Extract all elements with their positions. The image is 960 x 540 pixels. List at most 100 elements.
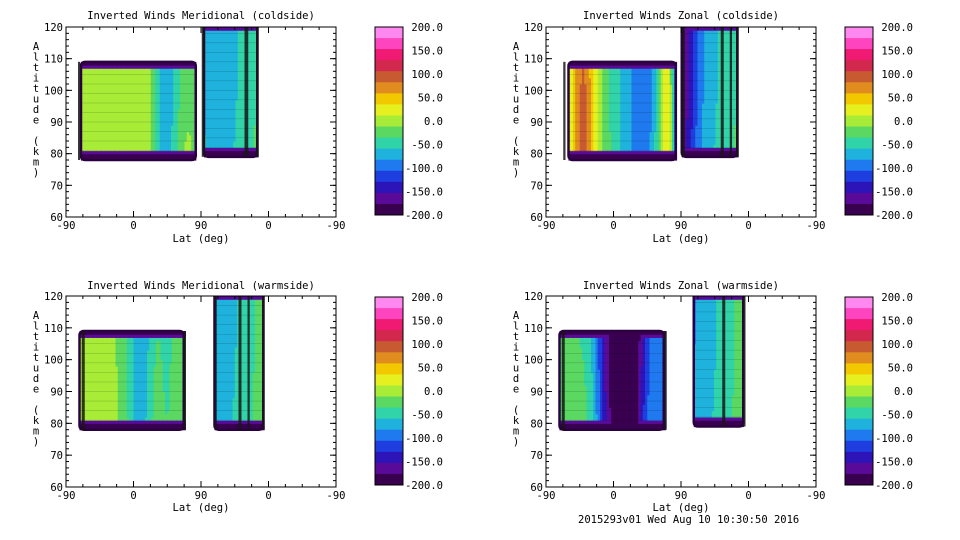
data-cell — [213, 96, 216, 101]
data-cell — [139, 77, 143, 82]
data-cell — [582, 71, 585, 76]
data-cell — [697, 106, 701, 110]
data-cell — [633, 147, 637, 152]
data-cell — [85, 156, 89, 161]
data-cell — [584, 128, 588, 133]
data-cell — [615, 125, 619, 129]
data-cell — [622, 156, 626, 161]
data-cell — [83, 71, 87, 76]
data-cell — [105, 147, 109, 152]
data-cell — [579, 93, 583, 98]
data-cell — [137, 147, 141, 152]
data-cell — [177, 147, 181, 152]
data-cell — [206, 137, 210, 142]
data-cell — [613, 80, 617, 85]
data-cell — [697, 90, 701, 95]
data-cell — [87, 150, 91, 155]
data-cell — [699, 131, 703, 136]
data-cell — [182, 61, 186, 66]
data-cell — [609, 134, 612, 139]
data-cell — [182, 103, 186, 107]
data-cell — [112, 150, 116, 155]
data-cell — [622, 134, 626, 139]
data-cell — [640, 150, 644, 155]
data-cell — [627, 115, 630, 120]
data-cell — [645, 122, 648, 126]
data-cell — [629, 112, 633, 117]
data-cell — [191, 65, 195, 69]
data-cell — [101, 68, 105, 72]
data-cell — [123, 71, 127, 76]
data-cell — [253, 65, 257, 69]
data-cell — [669, 87, 673, 91]
data-cell — [591, 80, 594, 85]
data-cell — [182, 144, 186, 148]
data-cell — [713, 134, 717, 139]
data-cell — [182, 115, 186, 120]
data-cell — [146, 90, 150, 95]
data-cell — [715, 68, 719, 72]
data-cell — [573, 118, 576, 123]
data-cell — [695, 68, 699, 72]
data-cell — [633, 87, 637, 91]
data-cell — [575, 103, 579, 107]
data-cell — [624, 68, 628, 72]
data-cell — [132, 122, 136, 126]
data-cell — [235, 103, 239, 107]
data-cell — [713, 52, 717, 57]
data-cell — [177, 99, 181, 104]
data-cell — [105, 153, 109, 158]
data-cell — [235, 74, 239, 79]
data-cell — [240, 128, 243, 133]
data-cell — [119, 147, 123, 152]
data-cell — [711, 141, 714, 145]
data-cell — [665, 68, 669, 72]
data-cell — [146, 128, 150, 133]
data-cell — [101, 93, 105, 98]
data-cell — [690, 58, 694, 63]
data-cell — [695, 109, 699, 114]
data-cell — [237, 42, 241, 47]
data-cell — [184, 118, 188, 123]
data-cell — [189, 61, 192, 66]
data-cell — [704, 52, 708, 57]
data-cell — [233, 144, 237, 148]
data-cell — [87, 109, 91, 114]
data-cell — [669, 109, 673, 114]
data-cell — [119, 103, 123, 107]
data-cell — [642, 122, 646, 126]
data-cell — [251, 122, 255, 126]
data-cell — [101, 71, 105, 76]
data-cell — [699, 77, 703, 82]
data-cell — [604, 134, 608, 139]
data-cell — [584, 65, 588, 69]
data-cell — [602, 109, 606, 114]
data-cell — [602, 134, 606, 139]
data-cell — [658, 84, 662, 88]
data-cell — [235, 125, 239, 129]
data-cell — [651, 150, 655, 155]
data-cell — [101, 115, 105, 120]
data-cell — [126, 156, 129, 161]
data-cell — [132, 144, 136, 148]
data-cell — [713, 65, 717, 69]
data-cell — [94, 112, 98, 117]
data-cell — [99, 141, 102, 145]
data-cell — [629, 74, 633, 79]
data-cell — [622, 144, 626, 148]
data-cell — [651, 115, 655, 120]
data-cell — [189, 99, 192, 104]
data-cell — [584, 122, 588, 126]
data-cell — [695, 141, 699, 145]
data-cell — [117, 144, 120, 148]
data-cell — [112, 137, 116, 142]
data-cell — [240, 153, 243, 158]
data-cell — [191, 118, 195, 123]
data-cell — [191, 71, 195, 76]
data-cell — [602, 141, 606, 145]
data-cell — [686, 52, 690, 57]
data-cell — [600, 137, 603, 142]
data-cell — [85, 118, 89, 123]
data-cell — [249, 55, 252, 60]
data-cell — [665, 131, 669, 136]
